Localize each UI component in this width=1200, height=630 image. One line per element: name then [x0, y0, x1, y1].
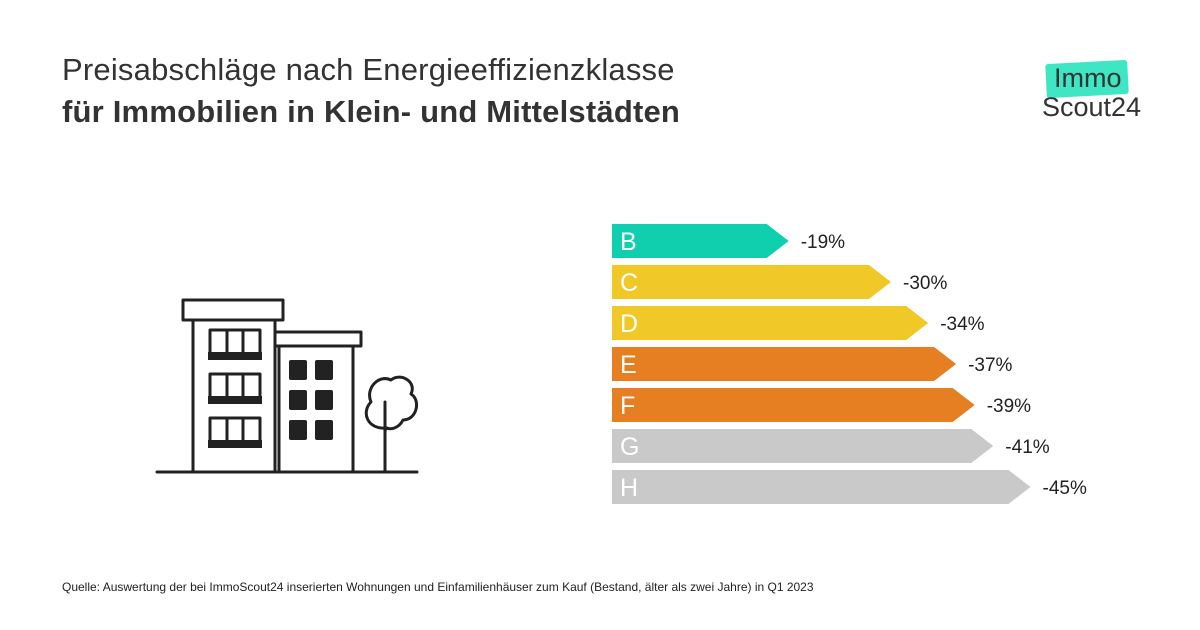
energy-class-bar-chart: B -19% C -30% D -34% E -37% F -39% G -41% H -45%: [612, 224, 1087, 504]
category-label-b: B: [620, 228, 637, 256]
logo-text-bottom: Scout24: [1042, 92, 1142, 122]
value-label-h: -45%: [1043, 478, 1087, 499]
category-label-g: G: [620, 433, 639, 461]
value-label-b: -19%: [801, 232, 845, 253]
bar-g: [612, 429, 994, 463]
category-label-d: D: [620, 310, 638, 338]
immoscout24-logo: Immo Scout24: [1036, 59, 1148, 124]
value-label-g: -41%: [1005, 437, 1049, 458]
chart-title-line1: Preisabschläge nach Energieeffizienzklas…: [62, 52, 675, 87]
logo-text-top: Immo: [1054, 63, 1122, 93]
category-label-e: E: [620, 351, 637, 379]
category-label-f: F: [620, 392, 635, 420]
chart-title-line2: für Immobilien in Klein- und Mittelstädt…: [62, 94, 681, 129]
bar-e: [612, 347, 957, 381]
bar-b: [612, 224, 789, 258]
apartment-building-with-tree-icon: [155, 298, 419, 474]
value-label-d: -34%: [940, 314, 984, 335]
value-label-f: -39%: [987, 396, 1031, 417]
category-label-h: H: [620, 474, 638, 502]
bar-f: [612, 388, 975, 422]
value-label-c: -30%: [903, 273, 947, 294]
value-label-e: -37%: [968, 355, 1012, 376]
bar-h: [612, 470, 1031, 504]
source-note: Quelle: Auswertung der bei ImmoScout24 i…: [62, 580, 814, 594]
bar-c: [612, 265, 891, 299]
category-label-c: C: [620, 269, 638, 297]
bar-d: [612, 306, 929, 340]
